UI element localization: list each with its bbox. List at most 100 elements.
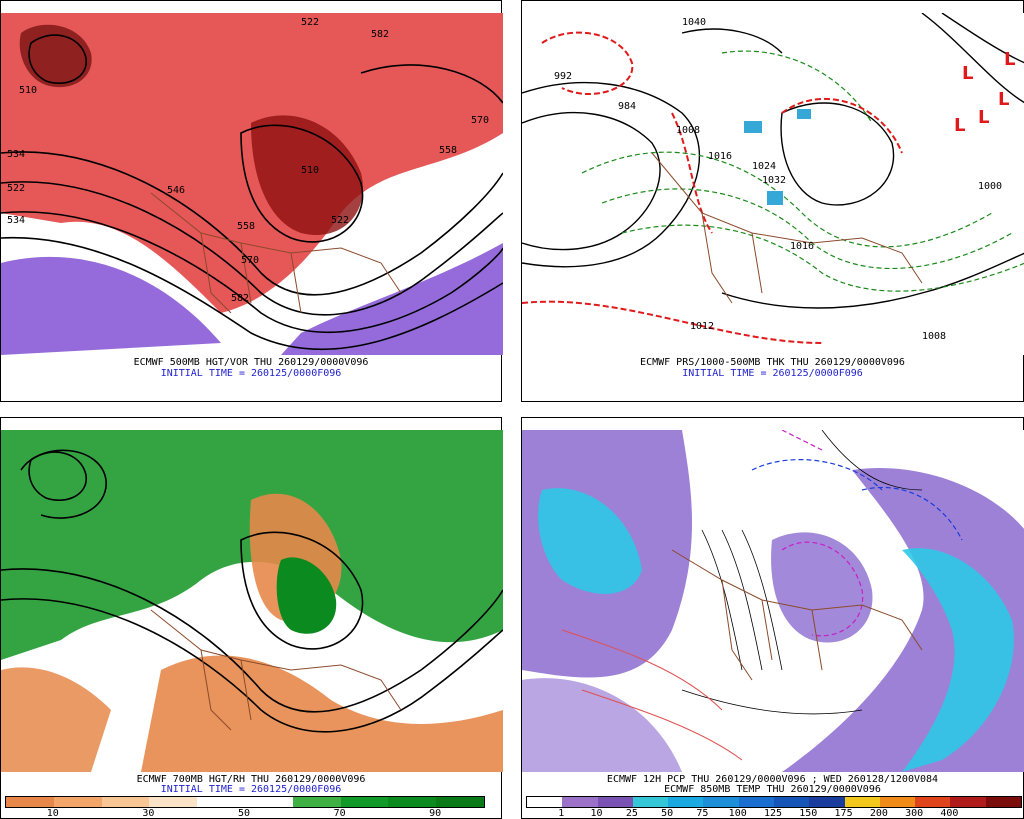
pcp-cyan-east bbox=[902, 548, 1014, 772]
temp-contours-blue bbox=[751, 459, 963, 541]
svg-text:582: 582 bbox=[231, 293, 249, 304]
colorbar-segment bbox=[292, 797, 341, 807]
panel4-caption-temp: ECMWF 850MB TEMP THU 260129/0000V096 bbox=[664, 784, 881, 795]
map-500mb-svg: 522 534 510 522 534 546 558 570 582 522 … bbox=[1, 13, 503, 355]
rh-brown-west bbox=[1, 667, 111, 772]
rh-green-core bbox=[276, 557, 337, 634]
map-pcp bbox=[522, 430, 1024, 772]
rh-colorbar bbox=[5, 796, 485, 808]
colorbar-segment bbox=[149, 797, 198, 807]
isobar-contours bbox=[522, 13, 1024, 309]
map-prs-svg: 1040 992 984 1008 1016 1024 1032 1000 10… bbox=[522, 13, 1024, 355]
colorbar-segment bbox=[597, 797, 633, 807]
pcp-purple-center bbox=[771, 532, 873, 643]
svg-text:558: 558 bbox=[237, 221, 255, 232]
colorbar-segment bbox=[388, 797, 437, 807]
colorbar-tick-label: 90 bbox=[429, 808, 442, 819]
colorbar-tick-label: 30 bbox=[142, 808, 155, 819]
snow-shading bbox=[744, 109, 811, 205]
svg-text:510: 510 bbox=[301, 165, 319, 176]
svg-text:1008: 1008 bbox=[922, 331, 946, 342]
colorbar-tick-label: 150 bbox=[799, 808, 818, 819]
colorbar-tick-label: 100 bbox=[728, 808, 747, 819]
map-pcp-svg bbox=[522, 430, 1024, 772]
vort-dark-red-region bbox=[251, 115, 363, 235]
colorbar-segment bbox=[985, 797, 1021, 807]
colorbar-tick-label: 70 bbox=[333, 808, 346, 819]
panel3-caption: ECMWF 700MB HGT/RH THU 260129/0000V096 bbox=[136, 774, 366, 785]
panel4-caption-pcp: ECMWF 12H PCP THU 260129/0000V096 ; WED … bbox=[606, 774, 939, 785]
colorbar-segment bbox=[809, 797, 845, 807]
svg-text:522: 522 bbox=[7, 183, 25, 194]
svg-text:L: L bbox=[1004, 49, 1015, 70]
svg-text:570: 570 bbox=[471, 115, 489, 126]
svg-text:1016: 1016 bbox=[708, 151, 732, 162]
colorbar-segment bbox=[668, 797, 704, 807]
colorbar-segment bbox=[340, 797, 389, 807]
panel2-caption: ECMWF PRS/1000-500MB THK THU 260129/0000… bbox=[640, 357, 905, 368]
vort-purple-region bbox=[1, 256, 221, 355]
colorbar-segment bbox=[6, 797, 54, 807]
colorbar-segment bbox=[844, 797, 880, 807]
vort-red-region bbox=[1, 13, 503, 313]
colorbar-segment bbox=[527, 797, 563, 807]
svg-text:1032: 1032 bbox=[762, 175, 786, 186]
pcp-colorbar-ticks: 1 10 25 50 75 100 125 150 175 200 300 400 bbox=[526, 808, 1020, 819]
colorbar-tick-label: 175 bbox=[834, 808, 853, 819]
political-borders bbox=[150, 609, 402, 731]
svg-text:L: L bbox=[962, 63, 973, 84]
colorbar-segment bbox=[632, 797, 669, 807]
height-contours bbox=[1, 34, 503, 351]
colorbar-tick-label: 400 bbox=[940, 808, 959, 819]
colorbar-tick-label: 1 bbox=[558, 808, 565, 819]
panel-prs-thickness: 1040 992 984 1008 1016 1024 1032 1000 10… bbox=[521, 0, 1024, 402]
colorbar-segment bbox=[436, 797, 484, 807]
colorbar-tick-label: 200 bbox=[869, 808, 888, 819]
political-borders bbox=[671, 549, 923, 681]
svg-text:1000: 1000 bbox=[978, 181, 1002, 192]
colorbar-segment bbox=[703, 797, 739, 807]
pcp-colorbar bbox=[526, 796, 1022, 808]
pcp-cyan-west bbox=[538, 488, 642, 594]
svg-text:1008: 1008 bbox=[676, 125, 700, 136]
colorbar-tick-label: 10 bbox=[590, 808, 603, 819]
colorbar-tick-label: 25 bbox=[625, 808, 638, 819]
panel1-initial-time: INITIAL TIME = 260125/0000F096 bbox=[160, 368, 342, 379]
colorbar-segment bbox=[53, 797, 102, 807]
rh-brown-region bbox=[141, 655, 503, 772]
temp-contours-red bbox=[561, 629, 743, 761]
svg-text:522: 522 bbox=[301, 17, 319, 28]
colorbar-segment bbox=[197, 797, 245, 807]
svg-text:558: 558 bbox=[439, 145, 457, 156]
svg-text:L: L bbox=[998, 89, 1009, 110]
svg-text:522: 522 bbox=[331, 215, 349, 226]
map-700mb-svg bbox=[1, 430, 503, 772]
svg-text:534: 534 bbox=[7, 149, 25, 160]
panel1-caption: ECMWF 500MB HGT/VOR THU 260129/0000V096 bbox=[133, 357, 369, 368]
colorbar-tick-label: 10 bbox=[46, 808, 59, 819]
svg-text:984: 984 bbox=[618, 101, 636, 112]
svg-text:1016: 1016 bbox=[790, 241, 814, 252]
colorbar-tick-label: 75 bbox=[696, 808, 709, 819]
political-borders bbox=[651, 152, 923, 304]
panel-12h-pcp-850mb-temp: ECMWF 12H PCP THU 260129/0000V096 ; WED … bbox=[521, 417, 1024, 819]
svg-text:1024: 1024 bbox=[752, 161, 776, 172]
colorbar-segment bbox=[950, 797, 986, 807]
panel-700mb-hgt-rh: ECMWF 700MB HGT/RH THU 260129/0000V096 I… bbox=[0, 417, 503, 819]
political-borders bbox=[150, 192, 402, 314]
svg-text:546: 546 bbox=[167, 185, 185, 196]
temp-contours-magenta bbox=[781, 430, 864, 637]
svg-text:1012: 1012 bbox=[690, 321, 714, 332]
low-pressure-markers: L L L L L bbox=[954, 49, 1015, 136]
colorbar-tick-label: 50 bbox=[661, 808, 674, 819]
panel2-initial-time: INITIAL TIME = 260125/0000F096 bbox=[682, 368, 863, 379]
colorbar-segment bbox=[101, 797, 150, 807]
rh-colorbar-ticks: 10 30 50 70 90 bbox=[5, 808, 483, 819]
svg-text:582: 582 bbox=[371, 29, 389, 40]
temp-contours-black bbox=[681, 430, 923, 715]
svg-text:570: 570 bbox=[241, 255, 259, 266]
svg-text:L: L bbox=[978, 107, 989, 128]
svg-text:992: 992 bbox=[554, 71, 572, 82]
colorbar-tick-label: 300 bbox=[905, 808, 924, 819]
colorbar-tick-label: 50 bbox=[237, 808, 251, 819]
